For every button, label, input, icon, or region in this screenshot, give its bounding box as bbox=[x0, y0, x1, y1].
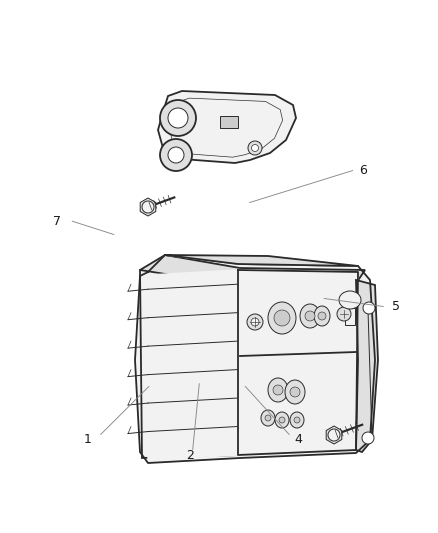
Polygon shape bbox=[345, 308, 355, 325]
Text: 5: 5 bbox=[392, 300, 400, 313]
Polygon shape bbox=[356, 280, 378, 452]
Circle shape bbox=[251, 318, 259, 326]
Ellipse shape bbox=[265, 415, 271, 421]
Ellipse shape bbox=[290, 387, 300, 397]
Polygon shape bbox=[140, 268, 240, 458]
Circle shape bbox=[168, 147, 184, 163]
Ellipse shape bbox=[305, 311, 315, 321]
Text: 2: 2 bbox=[187, 449, 194, 462]
Ellipse shape bbox=[314, 306, 330, 326]
Ellipse shape bbox=[339, 291, 361, 309]
Ellipse shape bbox=[290, 412, 304, 428]
Polygon shape bbox=[135, 255, 375, 463]
FancyBboxPatch shape bbox=[220, 116, 238, 128]
Ellipse shape bbox=[285, 380, 305, 404]
Ellipse shape bbox=[274, 310, 290, 326]
Polygon shape bbox=[238, 270, 358, 455]
Polygon shape bbox=[148, 270, 240, 460]
Circle shape bbox=[142, 201, 154, 213]
Ellipse shape bbox=[261, 410, 275, 426]
Polygon shape bbox=[140, 198, 156, 216]
Circle shape bbox=[251, 144, 258, 151]
Circle shape bbox=[328, 429, 340, 441]
Text: 4: 4 bbox=[294, 433, 302, 446]
Polygon shape bbox=[158, 91, 296, 163]
Circle shape bbox=[160, 139, 192, 171]
Text: 7: 7 bbox=[53, 215, 61, 228]
Circle shape bbox=[248, 141, 262, 155]
Ellipse shape bbox=[273, 385, 283, 395]
Ellipse shape bbox=[294, 417, 300, 423]
Ellipse shape bbox=[279, 417, 285, 423]
Circle shape bbox=[363, 302, 375, 314]
Ellipse shape bbox=[268, 378, 288, 402]
Polygon shape bbox=[140, 255, 365, 285]
Ellipse shape bbox=[318, 312, 326, 320]
Circle shape bbox=[337, 307, 351, 321]
Polygon shape bbox=[326, 426, 342, 444]
Ellipse shape bbox=[275, 412, 289, 428]
Text: 1: 1 bbox=[84, 433, 92, 446]
Ellipse shape bbox=[300, 304, 320, 328]
Polygon shape bbox=[165, 255, 358, 266]
Circle shape bbox=[362, 432, 374, 444]
Circle shape bbox=[247, 314, 263, 330]
Text: 6: 6 bbox=[360, 164, 367, 177]
Circle shape bbox=[160, 100, 196, 136]
Circle shape bbox=[168, 108, 188, 128]
Ellipse shape bbox=[268, 302, 296, 334]
